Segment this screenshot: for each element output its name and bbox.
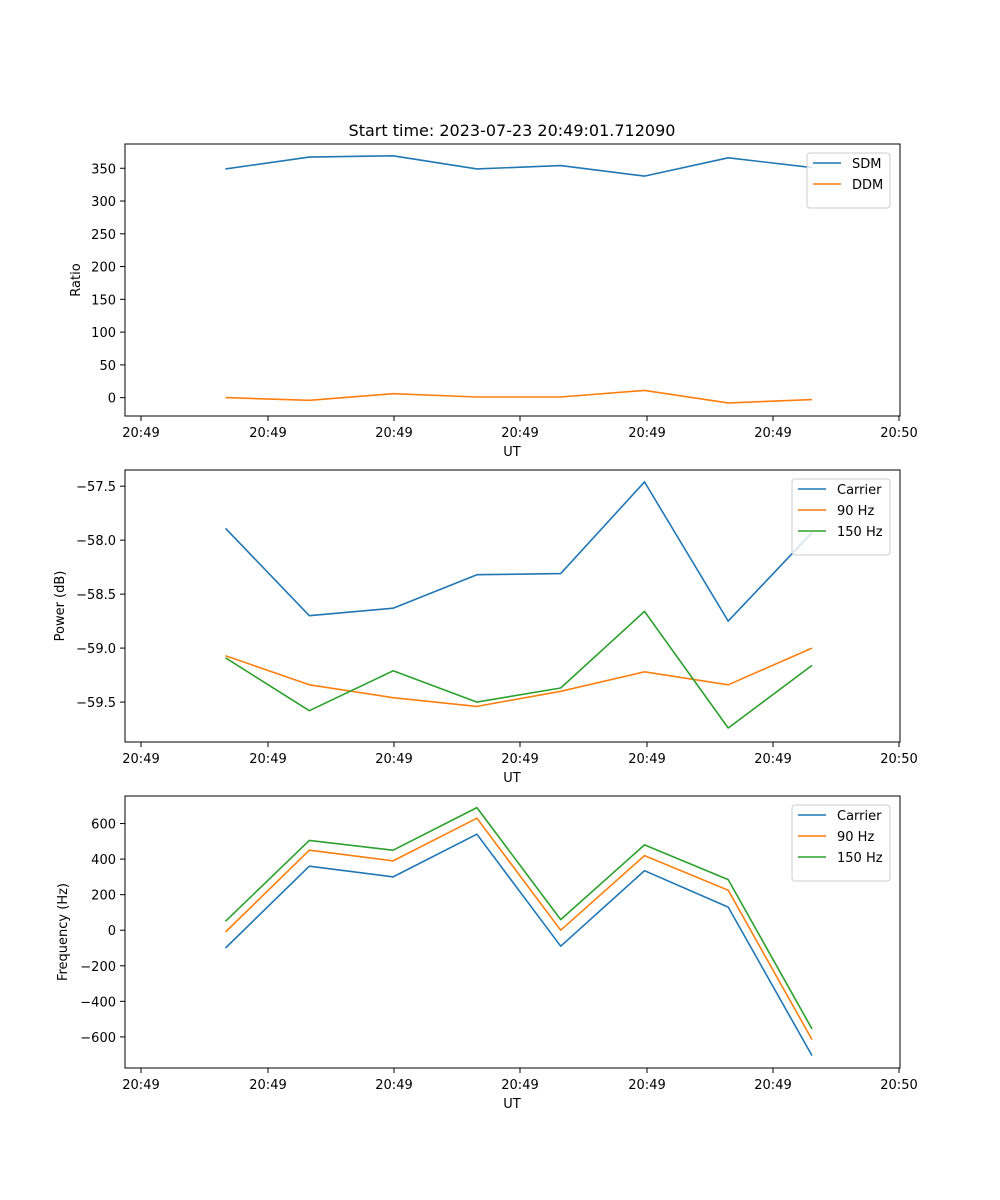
- ratio-y-tick-label: 0: [108, 392, 116, 407]
- ratio-x-tick-label: 20:49: [249, 426, 286, 441]
- frequency-y-tick-label: −200: [80, 960, 116, 975]
- power-y-tick-label: −58.0: [76, 534, 116, 549]
- frequency-legend-label: 90 Hz: [837, 830, 874, 845]
- power-x-tick-label: 20:50: [880, 752, 917, 767]
- frequency-legend-label: 150 Hz: [837, 851, 883, 866]
- ratio-x-tick-label: 20:49: [754, 426, 791, 441]
- power-axes-frame: [124, 469, 901, 743]
- ratio-x-tick-label: 20:49: [628, 426, 665, 441]
- power-y-axis-label: Power (dB): [53, 571, 68, 642]
- ratio-x-tick-label: 20:50: [880, 426, 917, 441]
- frequency-series-carrier: [224, 833, 813, 1056]
- power-x-tick-label: 20:49: [122, 752, 159, 767]
- ratio-x-tick-label: 20:49: [122, 426, 159, 441]
- ratio-legend-box: [806, 152, 891, 209]
- frequency-y-tick-label: 0: [108, 924, 116, 939]
- frequency-y-tick-label: 200: [91, 889, 116, 904]
- power-y-tick-label: −59.0: [76, 642, 116, 657]
- ratio-x-tick-label: 20:49: [501, 426, 538, 441]
- ratio-series-ddm: [225, 389, 813, 404]
- ratio-legend-label: DDM: [852, 178, 883, 193]
- frequency-x-tick-label: 20:49: [122, 1078, 159, 1093]
- ratio-panel: 20:49 20:49 20:49 20:49 20:49 20:49 20:50 0 50 10…: [69, 143, 918, 460]
- frequency-x-axis-label: UT: [503, 1097, 521, 1112]
- ratio-y-tick-label: 350: [91, 162, 116, 177]
- ratio-y-axis-label: Ratio: [69, 263, 84, 296]
- frequency-y-tick-label: 400: [91, 853, 116, 868]
- frequency-x-tick-label: 20:49: [501, 1078, 538, 1093]
- ratio-series-sdm: [225, 155, 813, 177]
- ratio-y-tick-label: 200: [91, 261, 116, 276]
- frequency-series-150-hz: [224, 806, 813, 1030]
- power-series-90-hz: [225, 647, 813, 708]
- frequency-x-tick-label: 20:50: [880, 1078, 917, 1093]
- ratio-x-tick-label: 20:49: [375, 426, 412, 441]
- power-legend: Carrier 90 Hz 150 Hz: [791, 478, 891, 556]
- frequency-axes-frame: [124, 795, 901, 1069]
- ratio-y-tick-label: 50: [99, 359, 116, 374]
- power-x-tick-label: 20:49: [754, 752, 791, 767]
- ratio-y-tick-label: 250: [91, 228, 116, 243]
- ratio-legend-label: SDM: [852, 157, 881, 172]
- frequency-x-tick-label: 20:49: [754, 1078, 791, 1093]
- frequency-legend-box: [791, 804, 891, 882]
- ratio-axes-frame: [124, 143, 901, 417]
- power-legend-box: [791, 478, 891, 556]
- power-series-carrier: [224, 481, 813, 622]
- power-x-tick-label: 20:49: [249, 752, 286, 767]
- ratio-y-tick-label: 300: [91, 195, 116, 210]
- power-y-tick-label: −58.5: [76, 588, 116, 603]
- frequency-series-90-hz: [224, 817, 813, 1040]
- ratio-x-axis-label: UT: [503, 445, 521, 460]
- frequency-y-tick-label: −600: [80, 1031, 116, 1046]
- power-legend-label: 90 Hz: [837, 504, 874, 519]
- power-y-tick-label: −57.5: [76, 480, 116, 495]
- frequency-x-tick-label: 20:49: [249, 1078, 286, 1093]
- power-x-tick-label: 20:49: [628, 752, 665, 767]
- power-legend-label: 150 Hz: [837, 525, 883, 540]
- frequency-legend: Carrier 90 Hz 150 Hz: [791, 804, 891, 882]
- power-series-150-hz: [225, 610, 813, 729]
- frequency-y-tick-label: 600: [91, 818, 116, 833]
- ratio-y-tick-label: 150: [91, 293, 116, 308]
- frequency-x-tick-label: 20:49: [375, 1078, 412, 1093]
- frequency-y-tick-label: −400: [80, 995, 116, 1010]
- power-legend-label: Carrier: [837, 483, 882, 498]
- frequency-x-tick-label: 20:49: [628, 1078, 665, 1093]
- power-y-tick-label: −59.5: [76, 696, 116, 711]
- frequency-panel: 20:49 20:49 20:49 20:49 20:49 20:49 20:50 −600 −…: [56, 795, 918, 1112]
- power-x-tick-label: 20:49: [501, 752, 538, 767]
- power-x-axis-label: UT: [503, 771, 521, 786]
- ratio-y-tick-label: 100: [91, 326, 116, 341]
- frequency-y-axis-label: Frequency (Hz): [56, 883, 71, 981]
- chart-title: Start time: 2023-07-23 20:49:01.712090: [349, 121, 676, 140]
- ratio-legend: SDM DDM: [806, 152, 891, 209]
- power-panel: 20:49 20:49 20:49 20:49 20:49 20:49 20:50 −59.5…: [53, 469, 918, 786]
- frequency-legend-label: Carrier: [837, 809, 882, 824]
- power-x-tick-label: 20:49: [375, 752, 412, 767]
